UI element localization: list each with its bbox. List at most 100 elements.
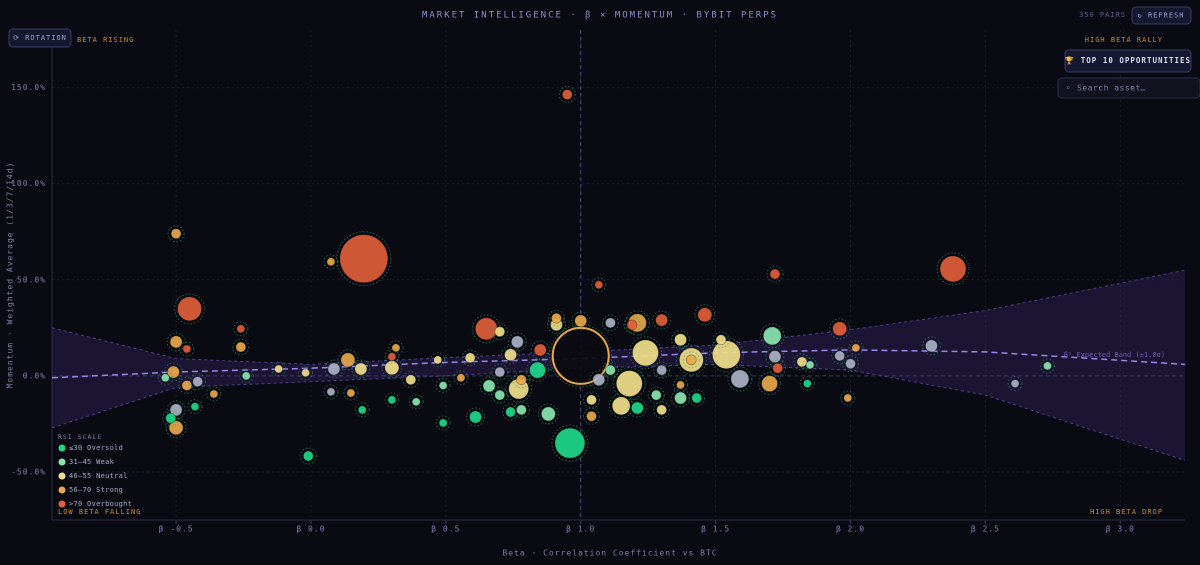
bubble-halo — [337, 349, 359, 371]
bubble-halo — [435, 377, 451, 393]
rotation-label[interactable]: ⟳ ROTATION — [13, 34, 67, 42]
bubble-halo — [694, 304, 716, 326]
bubble-halo — [232, 338, 250, 356]
bubble — [165, 412, 177, 424]
bubble — [761, 375, 778, 392]
bubble — [438, 418, 448, 428]
search-box[interactable] — [1057, 77, 1200, 99]
bubble — [391, 343, 401, 353]
bubble-halo — [402, 371, 420, 389]
bubble-halo — [501, 345, 521, 365]
bubble-halo — [601, 361, 619, 379]
bubble — [685, 354, 697, 366]
bubble-halo — [530, 340, 550, 360]
bubble — [170, 228, 182, 240]
legend-title: RSI SCALE — [58, 433, 102, 441]
bubble — [474, 317, 498, 341]
bubble-halo — [675, 344, 707, 376]
bubble — [241, 371, 251, 381]
bubble — [551, 326, 610, 385]
bubble — [302, 450, 314, 462]
y-tick-label: -50.0% — [11, 467, 46, 476]
bubble — [676, 380, 685, 390]
bubble-halo — [840, 390, 856, 406]
bubble — [411, 397, 421, 407]
bubble — [630, 401, 644, 415]
bubble — [192, 376, 204, 388]
bubble-halo — [206, 386, 222, 402]
bubble — [494, 366, 506, 378]
bubble — [327, 362, 341, 376]
x-tick-label: β 2.0 — [836, 525, 865, 534]
bubble — [805, 360, 815, 370]
bubble — [615, 370, 643, 397]
bubble — [540, 406, 556, 422]
bubble — [772, 362, 784, 374]
bubble — [515, 374, 527, 386]
bubble-halo — [354, 402, 370, 418]
bubble — [456, 373, 466, 383]
bubble — [504, 348, 517, 362]
bubble — [605, 364, 616, 376]
legend-swatch — [58, 486, 66, 494]
bubble-halo — [479, 376, 499, 396]
quadrant-label: HIGH BETA DROP — [1090, 508, 1163, 516]
refresh-label[interactable]: ↻ REFRESH — [1138, 12, 1185, 20]
bubble — [529, 361, 546, 379]
quadrant-label: LOW BETA FALLING — [58, 508, 141, 516]
bubble-halo — [512, 371, 530, 389]
legend-label: >70 Overbought — [69, 500, 132, 508]
bubble-halo — [708, 337, 744, 373]
bubble — [712, 340, 741, 370]
x-tick-label: β -0.5 — [159, 525, 194, 534]
bubble-halo — [162, 409, 180, 427]
bubble-halo — [682, 351, 700, 369]
bubble-halo — [671, 330, 691, 350]
bubble — [769, 268, 781, 280]
bubble-halo — [653, 361, 671, 379]
bubble — [494, 389, 506, 401]
bubble — [438, 381, 448, 390]
rotation-button[interactable] — [8, 28, 72, 48]
bubble-halo — [491, 386, 509, 404]
bubble — [674, 391, 687, 405]
bubble — [384, 360, 400, 376]
search-placeholder[interactable]: Search asset… — [1077, 84, 1146, 93]
bubble — [1043, 361, 1052, 371]
bubble — [236, 324, 246, 334]
bubble — [730, 369, 750, 389]
bubble — [235, 341, 247, 353]
bubble-halo — [558, 86, 576, 104]
bubble — [181, 380, 193, 391]
bubble — [834, 350, 846, 362]
bubble — [594, 280, 604, 290]
bubble — [574, 314, 588, 328]
refresh-button[interactable] — [1131, 6, 1192, 25]
search-icon: ⌕ — [1066, 84, 1071, 92]
chart-title: MARKET INTELLIGENCE · β × MOMENTUM · BYB… — [422, 11, 778, 21]
bubble — [561, 89, 573, 100]
bubble-halo — [831, 347, 849, 365]
bubble-halo — [1039, 358, 1055, 374]
bubble — [656, 404, 668, 416]
bubble-halo — [298, 365, 314, 381]
bubble-halo — [526, 358, 550, 382]
top10-label[interactable]: 🏆 TOP 10 OPPORTUNITIES — [1065, 56, 1191, 65]
bubble — [650, 389, 662, 401]
top10-button[interactable] — [1064, 49, 1192, 73]
x-tick-label: β 1.0 — [566, 525, 595, 534]
bubble — [832, 321, 848, 337]
bubble-halo — [271, 361, 287, 377]
bubble-halo — [601, 314, 619, 332]
bubble — [768, 350, 782, 364]
bubble-halo — [688, 389, 706, 407]
bubble-halo — [758, 372, 782, 396]
bubble-halo — [829, 318, 851, 340]
plot-layer — [51, 30, 1186, 524]
bubble — [939, 255, 967, 283]
bubble-halo — [435, 415, 451, 431]
bubble — [715, 334, 727, 346]
bubble — [339, 234, 389, 284]
bubble — [592, 373, 606, 387]
